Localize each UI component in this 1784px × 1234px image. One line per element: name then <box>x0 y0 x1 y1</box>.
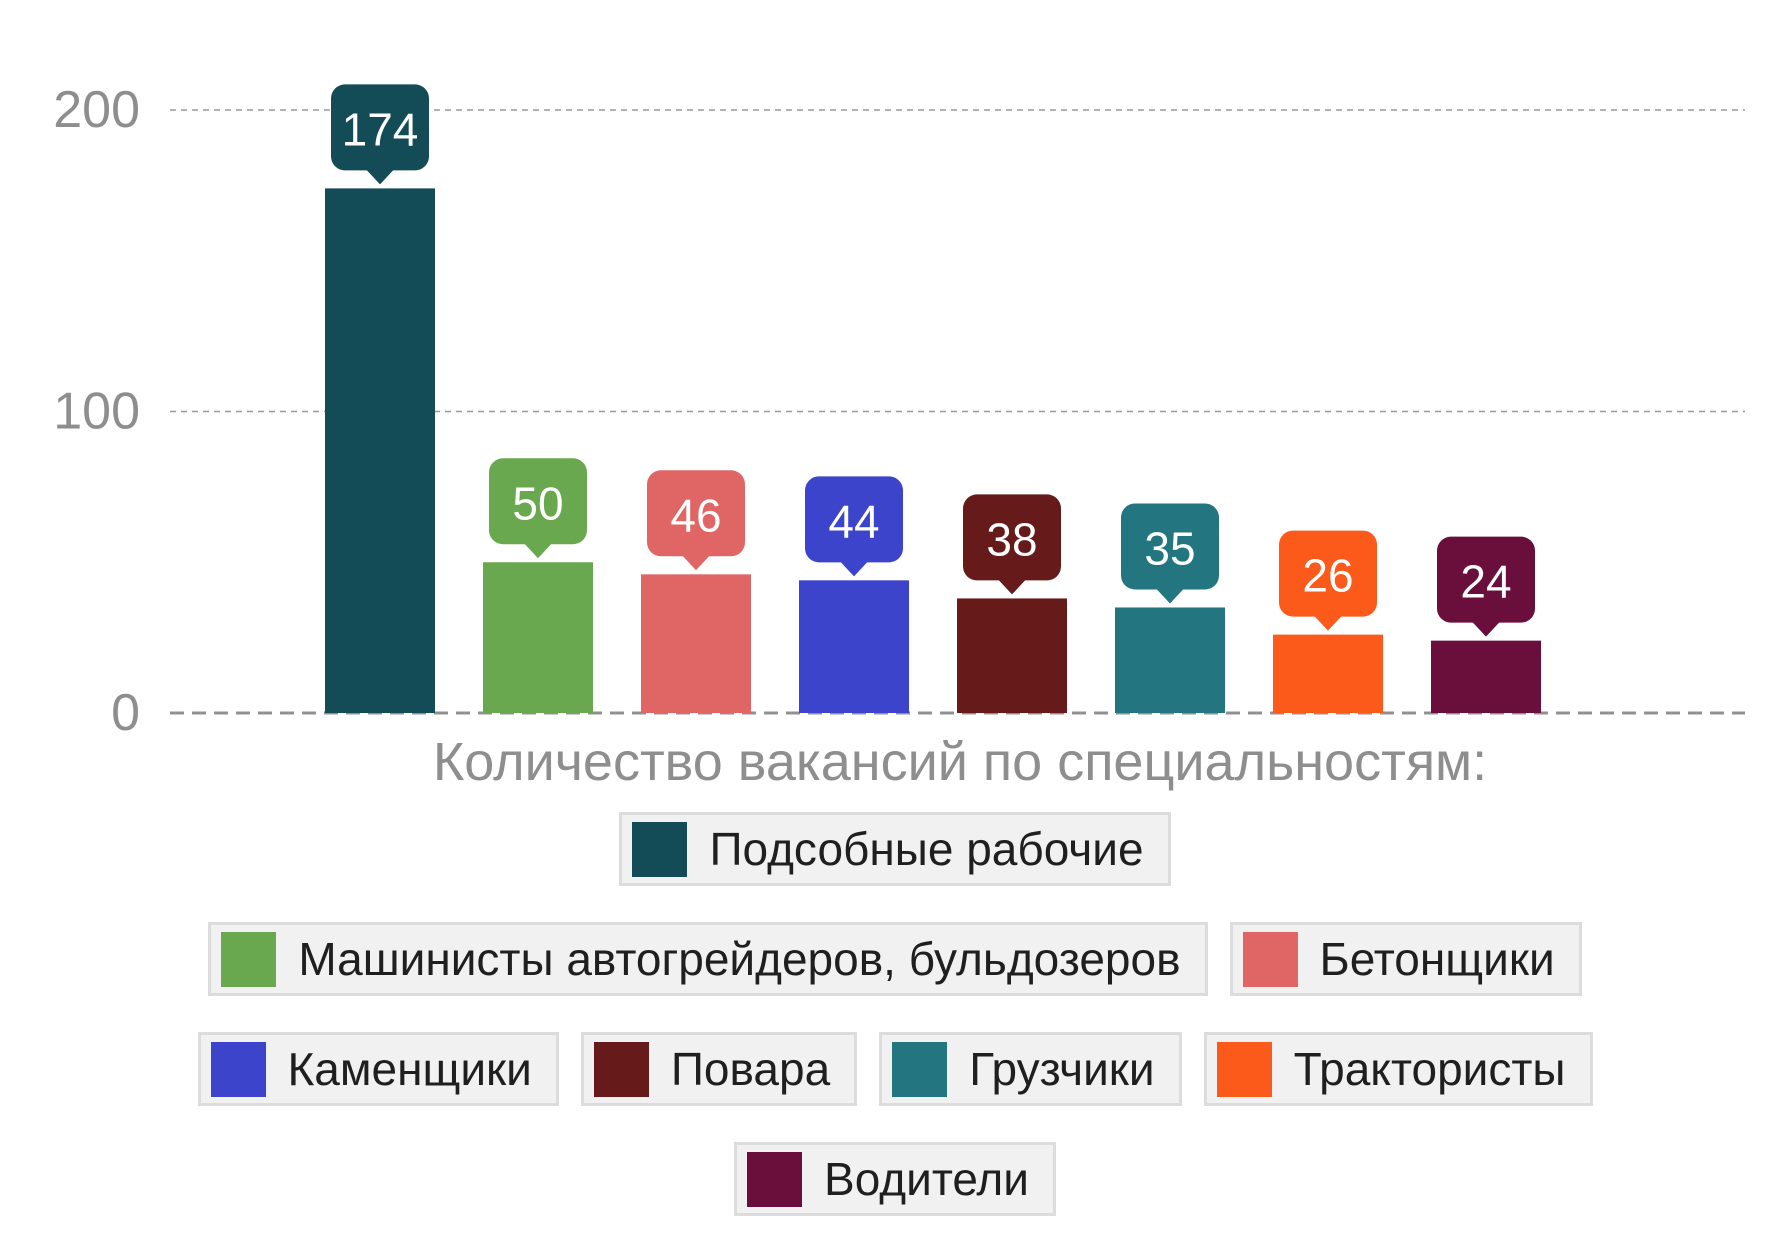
data-label-bubble <box>805 476 903 563</box>
data-label-pointer <box>1156 588 1184 604</box>
data-label: 38 <box>986 513 1037 565</box>
data-label-bubble <box>963 494 1061 581</box>
data-label-pointer <box>682 555 710 571</box>
data-label: 26 <box>1302 550 1353 602</box>
data-label-pointer <box>840 561 868 577</box>
legend-label: Машинисты автогрейдеров, бульдозеров <box>298 933 1181 985</box>
legend-swatch <box>747 1151 803 1207</box>
bar[interactable] <box>641 574 751 713</box>
legend-item[interactable]: Грузчики <box>879 1032 1182 1106</box>
legend-label: Водители <box>824 1153 1029 1205</box>
legend-swatch <box>593 1041 649 1097</box>
legend-item[interactable]: Водители <box>734 1142 1056 1216</box>
legend-item[interactable]: Каменщики <box>197 1032 559 1106</box>
bar[interactable] <box>1273 634 1383 713</box>
data-label-pointer <box>366 169 394 185</box>
data-label: 35 <box>1144 522 1195 574</box>
legend-swatch <box>632 821 688 877</box>
legend-item[interactable]: Трактористы <box>1203 1032 1593 1106</box>
data-label-bubble <box>489 458 587 545</box>
bar[interactable] <box>799 580 909 713</box>
data-label-bubble <box>1279 530 1377 617</box>
legend-label: Грузчики <box>969 1043 1155 1095</box>
data-label-bubble <box>1121 503 1219 590</box>
bar[interactable] <box>1115 607 1225 713</box>
legend-item[interactable]: Бетонщики <box>1229 922 1582 996</box>
legend-item[interactable]: Повара <box>580 1032 858 1106</box>
legend-item[interactable]: Машинисты автогрейдеров, бульдозеров <box>208 922 1208 996</box>
data-label-pointer <box>524 543 552 559</box>
legend-swatch <box>221 931 277 987</box>
data-label: 24 <box>1460 556 1511 608</box>
data-label-bubble <box>647 470 745 557</box>
bar-chart: 0 100 200 174 50 46 44 38 35 26 24 <box>53 81 1745 742</box>
data-label: 50 <box>512 477 563 529</box>
bar[interactable] <box>1431 640 1541 713</box>
legend-label: Повара <box>670 1043 831 1095</box>
data-label-bubble <box>331 84 429 171</box>
data-label: 44 <box>828 495 879 547</box>
legend-title: Количество вакансий по специальностям: <box>432 732 1488 792</box>
legend-swatch <box>892 1041 948 1097</box>
bar[interactable] <box>957 598 1067 713</box>
legend-swatch <box>1216 1041 1272 1097</box>
data-label-pointer <box>1314 615 1342 631</box>
data-label-bubble <box>1437 536 1535 623</box>
y-tick-label: 0 <box>111 684 140 742</box>
legend-label: Трактористы <box>1293 1043 1566 1095</box>
legend-item[interactable]: Подсобные рабочие <box>619 812 1171 886</box>
bar[interactable] <box>483 562 593 713</box>
y-tick-label: 200 <box>53 81 140 139</box>
legend-label: Бетонщики <box>1319 933 1555 985</box>
data-label: 174 <box>342 103 419 155</box>
data-label: 46 <box>670 489 721 541</box>
data-label-pointer <box>998 579 1026 595</box>
legend-swatch <box>1242 931 1298 987</box>
bar[interactable] <box>325 188 435 713</box>
data-label-pointer <box>1472 621 1500 637</box>
legend-label: Каменщики <box>287 1043 532 1095</box>
legend: Подсобные рабочие Машинисты автогрейдеров… <box>70 812 1720 1234</box>
legend-label: Подсобные рабочие <box>709 823 1144 875</box>
legend-swatch <box>210 1041 266 1097</box>
y-tick-label: 100 <box>53 383 140 441</box>
